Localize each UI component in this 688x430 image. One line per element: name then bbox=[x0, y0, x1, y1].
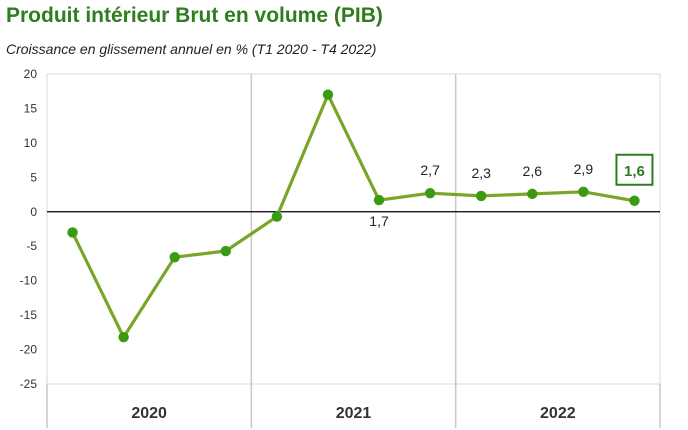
chart-subtitle: Croissance en glissement annuel en % (T1… bbox=[6, 41, 377, 57]
y-tick-label: -10 bbox=[20, 274, 38, 288]
data-label: 1,7 bbox=[369, 213, 389, 229]
data-label: 2,3 bbox=[471, 165, 491, 181]
y-tick-label: -5 bbox=[26, 239, 37, 253]
plot-area-border bbox=[46, 73, 661, 385]
data-point bbox=[527, 188, 538, 200]
data-label: 2,7 bbox=[420, 162, 440, 178]
data-point bbox=[373, 194, 385, 206]
data-point bbox=[67, 227, 78, 238]
y-tick-label: -20 bbox=[20, 343, 38, 357]
data-point bbox=[118, 331, 129, 343]
x-group-label: 2021 bbox=[336, 405, 372, 422]
data-point bbox=[220, 245, 231, 257]
y-tick-label: 20 bbox=[24, 67, 38, 81]
x-group-label: 2020 bbox=[131, 405, 167, 422]
data-label: 2,9 bbox=[574, 161, 594, 177]
y-tick-label: -15 bbox=[20, 308, 38, 322]
data-label: 1,6 bbox=[624, 163, 645, 180]
data-point bbox=[169, 252, 180, 263]
data-point bbox=[578, 186, 589, 197]
data-point bbox=[424, 187, 436, 199]
data-point bbox=[476, 190, 487, 202]
data-label: 2,6 bbox=[523, 163, 543, 179]
data-point bbox=[271, 211, 283, 222]
y-tick-label: 15 bbox=[24, 101, 38, 115]
y-tick-label: 5 bbox=[30, 170, 37, 184]
chart-title: Produit intérieur Brut en volume (PIB) bbox=[6, 4, 383, 27]
y-tick-label: 0 bbox=[30, 205, 37, 219]
data-point bbox=[322, 89, 334, 100]
data-label-box bbox=[615, 153, 654, 186]
y-tick-label: -25 bbox=[20, 377, 38, 391]
x-group-label: 2022 bbox=[540, 405, 576, 422]
y-tick-label: 10 bbox=[24, 136, 38, 150]
series-line bbox=[70, 93, 637, 339]
data-point bbox=[629, 195, 640, 206]
